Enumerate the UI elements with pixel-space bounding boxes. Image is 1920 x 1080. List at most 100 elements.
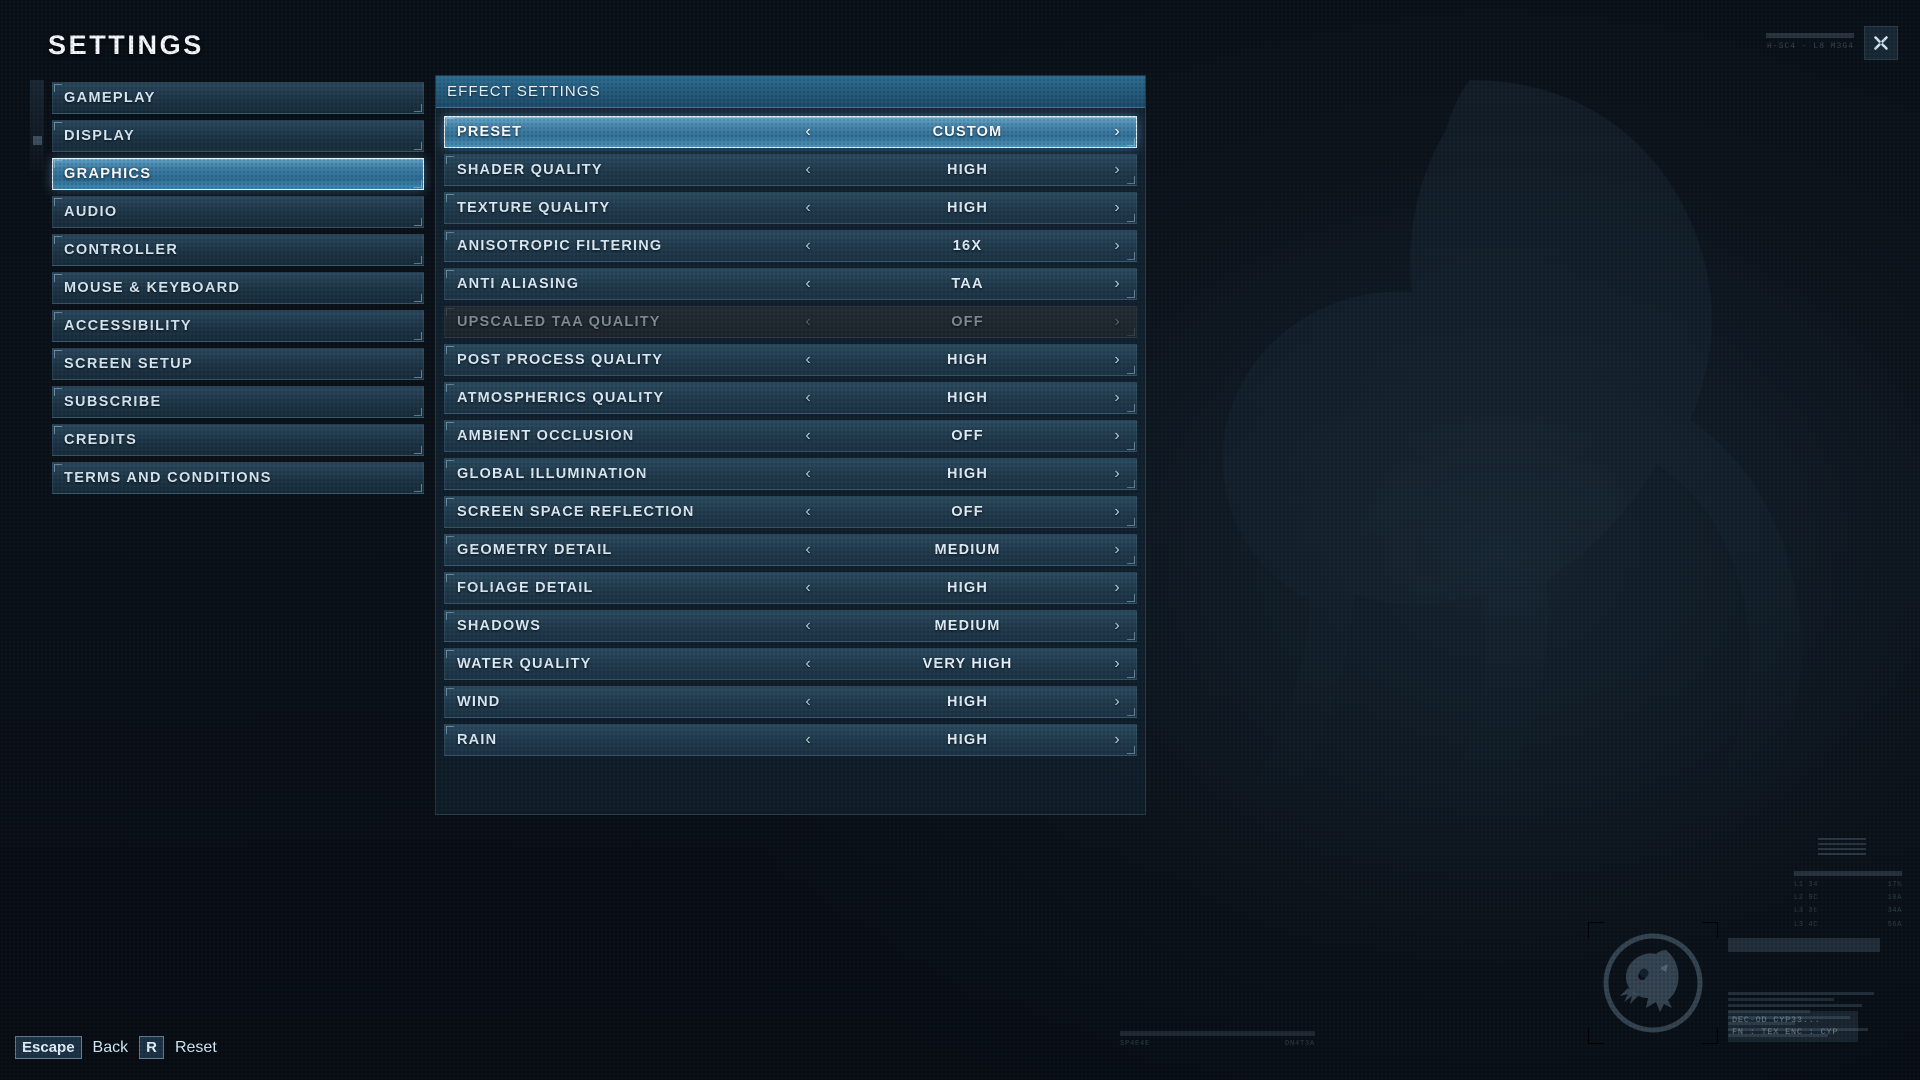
- sidebar-item-screen-setup[interactable]: SCREEN SETUP: [52, 348, 424, 380]
- sidebar-item-label: SUBSCRIBE: [64, 394, 162, 410]
- setting-value: HIGH: [946, 732, 989, 748]
- chevron-left-icon[interactable]: ‹: [805, 427, 811, 444]
- hud-strip-text: SP4E4E DN4T3A: [1120, 1040, 1315, 1048]
- setting-row-shadows[interactable]: SHADOWS ‹ MEDIUM ›: [444, 610, 1137, 642]
- hud-code-readout: DEC-OD CYP33... FN : TEX ENC : CYP: [1728, 1010, 1858, 1042]
- setting-label: SCREEN SPACE REFLECTION: [457, 504, 695, 520]
- chevron-right-icon[interactable]: ›: [1114, 161, 1120, 178]
- setting-value: 16X: [952, 238, 983, 254]
- panel-header-label: EFFECT SETTINGS: [447, 83, 601, 100]
- chevron-left-icon[interactable]: ‹: [805, 161, 811, 178]
- setting-row-geometry-detail[interactable]: GEOMETRY DETAIL ‹ MEDIUM ›: [444, 534, 1137, 566]
- chevron-left-icon[interactable]: ‹: [805, 503, 811, 520]
- chevron-right-icon[interactable]: ›: [1114, 123, 1120, 140]
- chevron-right-icon[interactable]: ›: [1114, 693, 1120, 710]
- hud-stat-left: L3 4C: [1794, 920, 1819, 929]
- sidebar-item-subscribe[interactable]: SUBSCRIBE: [52, 386, 424, 418]
- sidebar-item-label: SCREEN SETUP: [64, 356, 193, 372]
- setting-value: HIGH: [946, 694, 989, 710]
- chevron-left-icon[interactable]: ‹: [805, 237, 811, 254]
- setting-row-texture-quality[interactable]: TEXTURE QUALITY ‹ HIGH ›: [444, 192, 1137, 224]
- hud-bottom-strip: SP4E4E DN4T3A: [1120, 1031, 1315, 1048]
- chevron-left-icon[interactable]: ‹: [805, 731, 811, 748]
- sidebar-item-controller[interactable]: CONTROLLER: [52, 234, 424, 266]
- chevron-right-icon[interactable]: ›: [1114, 389, 1120, 406]
- hud-stat-right: 56A: [1887, 920, 1902, 929]
- sidebar-item-display[interactable]: DISPLAY: [52, 120, 424, 152]
- setting-row-rain[interactable]: RAIN ‹ HIGH ›: [444, 724, 1137, 756]
- chevron-right-icon[interactable]: ›: [1114, 427, 1120, 444]
- setting-value: TAA: [951, 276, 984, 292]
- chevron-left-icon[interactable]: ‹: [805, 199, 811, 216]
- setting-row-foliage-detail[interactable]: FOLIAGE DETAIL ‹ HIGH ›: [444, 572, 1137, 604]
- setting-value: OFF: [951, 314, 984, 330]
- setting-row-water-quality[interactable]: WATER QUALITY ‹ VERY HIGH ›: [444, 648, 1137, 680]
- setting-row-wind[interactable]: WIND ‹ HIGH ›: [444, 686, 1137, 718]
- chevron-left-icon[interactable]: ‹: [805, 465, 811, 482]
- sidebar-item-label: MOUSE & KEYBOARD: [64, 280, 241, 296]
- chevron-left-icon[interactable]: ‹: [805, 541, 811, 558]
- chevron-left-icon[interactable]: ‹: [805, 579, 811, 596]
- sidebar-item-label: AUDIO: [64, 204, 118, 220]
- sidebar-item-gameplay[interactable]: GAMEPLAY: [52, 82, 424, 114]
- hud-stat-right: 17%: [1887, 880, 1902, 889]
- chevron-right-icon[interactable]: ›: [1114, 275, 1120, 292]
- chevron-right-icon[interactable]: ›: [1114, 351, 1120, 368]
- sidebar-item-label: DISPLAY: [64, 128, 135, 144]
- setting-row-atmospherics-quality[interactable]: ATMOSPHERICS QUALITY ‹ HIGH ›: [444, 382, 1137, 414]
- setting-row-preset[interactable]: PRESET ‹ CUSTOM ›: [444, 116, 1137, 148]
- setting-label: AMBIENT OCCLUSION: [457, 428, 635, 444]
- setting-label: WIND: [457, 694, 501, 710]
- close-button[interactable]: [1864, 26, 1898, 60]
- setting-row-screen-space-reflection[interactable]: SCREEN SPACE REFLECTION ‹ OFF ›: [444, 496, 1137, 528]
- hud-stat-right: 34A: [1887, 907, 1902, 916]
- setting-value: VERY HIGH: [922, 656, 1013, 672]
- chevron-right-icon[interactable]: ›: [1114, 541, 1120, 558]
- sidebar-item-mouse-keyboard[interactable]: MOUSE & KEYBOARD: [52, 272, 424, 304]
- setting-value: OFF: [951, 428, 984, 444]
- sidebar-item-accessibility[interactable]: ACCESSIBILITY: [52, 310, 424, 342]
- setting-value: HIGH: [946, 200, 989, 216]
- hud-data-bars: [1728, 992, 1880, 1040]
- settings-option-list: PRESET ‹ CUSTOM › SHADER QUALITY ‹ HIGH › TEXTUR…: [436, 108, 1145, 756]
- sidebar-item-terms-and-conditions[interactable]: TERMS AND CONDITIONS: [52, 462, 424, 494]
- sidebar-item-label: GRAPHICS: [64, 166, 152, 182]
- hud-stat-table-header: [1794, 870, 1902, 876]
- hud-mini-bar: [1766, 32, 1854, 38]
- hud-code-line-1: DEC-OD CYP33...: [1732, 1014, 1821, 1025]
- chevron-left-icon[interactable]: ‹: [805, 693, 811, 710]
- escape-key-badge[interactable]: Escape: [15, 1036, 82, 1059]
- chevron-right-icon[interactable]: ›: [1114, 503, 1120, 520]
- chevron-right-icon[interactable]: ›: [1114, 465, 1120, 482]
- chevron-left-icon[interactable]: ‹: [805, 617, 811, 634]
- setting-row-ambient-occlusion[interactable]: AMBIENT OCCLUSION ‹ OFF ›: [444, 420, 1137, 452]
- chevron-left-icon[interactable]: ‹: [805, 123, 811, 140]
- chevron-left-icon[interactable]: ‹: [805, 389, 811, 406]
- effect-settings-panel: EFFECT SETTINGS PRESET ‹ CUSTOM › SHADER QUA…: [435, 75, 1146, 815]
- chevron-right-icon[interactable]: ›: [1114, 655, 1120, 672]
- chevron-left-icon[interactable]: ‹: [805, 655, 811, 672]
- sidebar-item-audio[interactable]: AUDIO: [52, 196, 424, 228]
- sidebar-item-graphics[interactable]: GRAPHICS: [52, 158, 424, 190]
- chevron-right-icon[interactable]: ›: [1114, 579, 1120, 596]
- chevron-right-icon[interactable]: ›: [1114, 617, 1120, 634]
- setting-row-shader-quality[interactable]: SHADER QUALITY ‹ HIGH ›: [444, 154, 1137, 186]
- setting-row-anti-aliasing[interactable]: ANTI ALIASING ‹ TAA ›: [444, 268, 1137, 300]
- setting-label: TEXTURE QUALITY: [457, 200, 611, 216]
- chevron-right-icon[interactable]: ›: [1114, 237, 1120, 254]
- sidebar-item-credits[interactable]: CREDITS: [52, 424, 424, 456]
- reset-key-badge[interactable]: R: [139, 1036, 164, 1059]
- setting-row-global-illumination[interactable]: GLOBAL ILLUMINATION ‹ HIGH ›: [444, 458, 1137, 490]
- dinosaur-silhouette-icon: [1222, 80, 1802, 856]
- chevron-right-icon[interactable]: ›: [1114, 731, 1120, 748]
- page-title: SETTINGS: [48, 30, 204, 60]
- setting-label: POST PROCESS QUALITY: [457, 352, 664, 368]
- setting-row-anisotropic-filtering[interactable]: ANISOTROPIC FILTERING ‹ 16X ›: [444, 230, 1137, 262]
- setting-value: OFF: [951, 504, 984, 520]
- chevron-left-icon[interactable]: ‹: [805, 351, 811, 368]
- setting-value: MEDIUM: [934, 542, 1001, 558]
- chevron-left-icon[interactable]: ‹: [805, 275, 811, 292]
- chevron-right-icon[interactable]: ›: [1114, 199, 1120, 216]
- setting-row-post-process-quality[interactable]: POST PROCESS QUALITY ‹ HIGH ›: [444, 344, 1137, 376]
